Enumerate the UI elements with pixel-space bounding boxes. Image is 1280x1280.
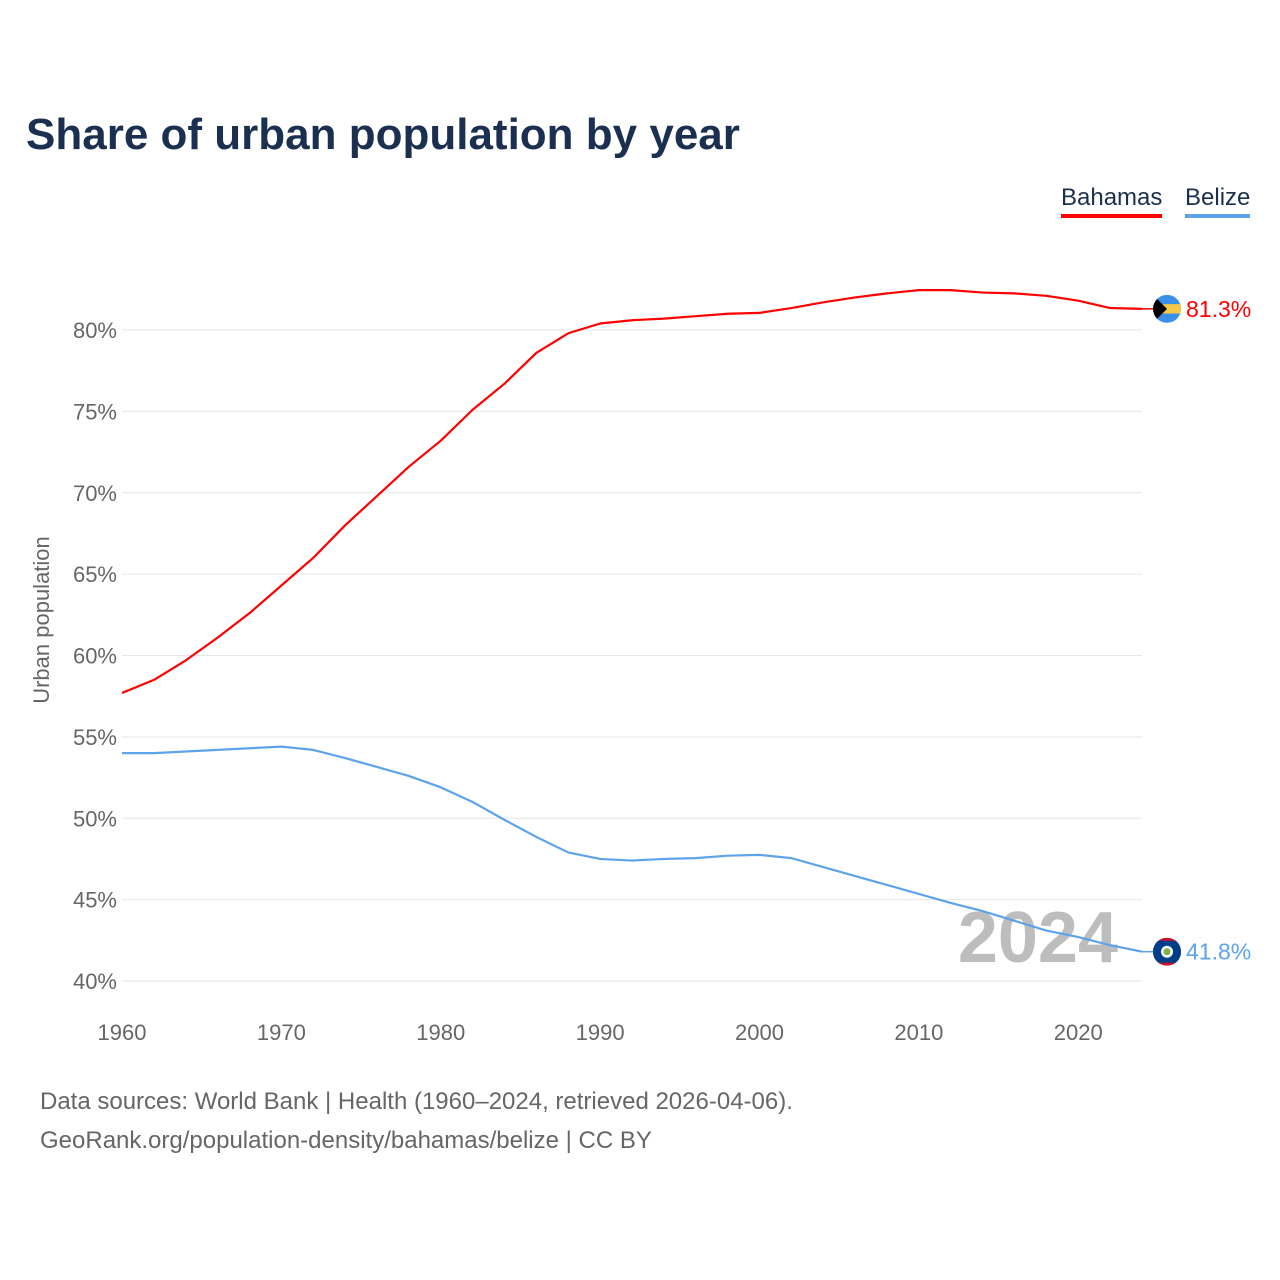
y-tick-label: 55% xyxy=(73,725,117,750)
x-tick-label: 1990 xyxy=(576,1020,625,1045)
footer-sources: Data sources: World Bank | Health (1960–… xyxy=(40,1088,793,1115)
flag-triangle xyxy=(1153,294,1167,323)
x-tick-label: 1980 xyxy=(416,1020,465,1045)
y-tick-label: 45% xyxy=(73,888,117,913)
x-tick-label: 2010 xyxy=(894,1020,943,1045)
end-value-label: 41.8% xyxy=(1186,939,1251,965)
y-tick-label: 70% xyxy=(73,481,117,506)
x-tick-label: 1960 xyxy=(98,1020,147,1045)
series-line-belize xyxy=(122,745,1143,953)
series-line-bahamas xyxy=(121,289,1143,694)
y-tick-label: 75% xyxy=(73,399,117,424)
y-tick-label: 40% xyxy=(73,969,117,994)
y-tick-label: 65% xyxy=(73,562,117,587)
x-tick-label: 1970 xyxy=(257,1020,306,1045)
chart-title: Share of urban population by year xyxy=(26,110,740,159)
x-tick-label: 2000 xyxy=(735,1020,784,1045)
belize-flag-icon xyxy=(1153,937,1181,966)
legend-item-belize[interactable]: Belize xyxy=(1185,184,1251,218)
flag-emblem xyxy=(1163,948,1171,956)
legend-item-bahamas[interactable]: Bahamas xyxy=(1061,184,1163,218)
flag-group xyxy=(1153,294,1181,323)
end-value-label: 81.3% xyxy=(1186,296,1251,322)
footer-link[interactable]: GeoRank.org/population-density/bahamas/b… xyxy=(40,1127,652,1154)
y-tick-label: 50% xyxy=(73,806,117,831)
x-tick-label: 2020 xyxy=(1054,1020,1103,1045)
y-tick-label: 60% xyxy=(73,644,117,669)
bahamas-flag-icon xyxy=(1153,294,1181,323)
y-tick-label: 80% xyxy=(73,318,117,343)
flag-group xyxy=(1153,937,1181,966)
